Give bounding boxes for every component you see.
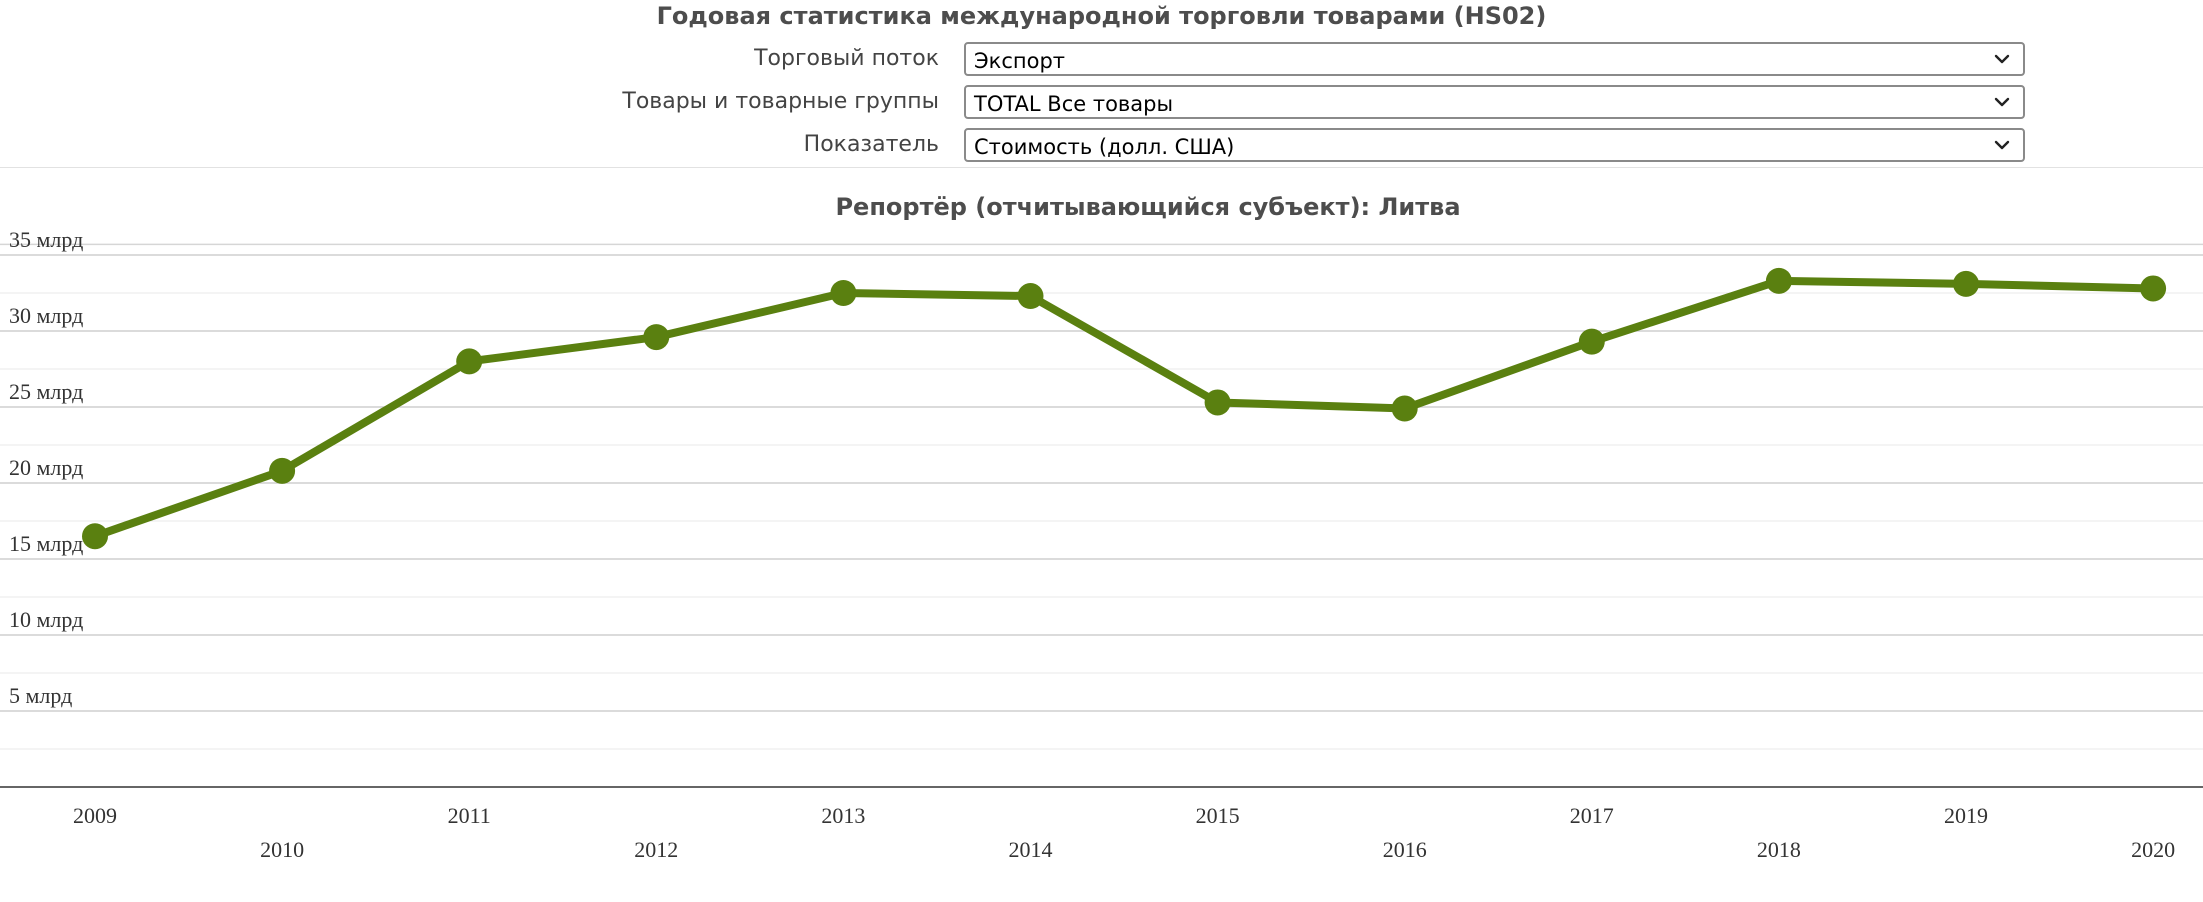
commodity-select[interactable]: TOTAL Все товары <box>964 85 2025 119</box>
page-title: Годовая статистика международной торговл… <box>656 2 1547 30</box>
chevron-down-icon <box>1994 140 2010 150</box>
data-point-2010[interactable] <box>269 457 296 484</box>
data-point-2011[interactable] <box>456 348 483 375</box>
x-tick-label: 2019 <box>1944 803 1988 828</box>
header-divider <box>0 167 2203 168</box>
x-axis-labels: 2009 2010 2011 2012 2013 2014 2015 2016 2017 2018… <box>73 803 2175 862</box>
series-line <box>91 276 2158 541</box>
data-point-2009[interactable] <box>82 523 108 550</box>
commodity-label: Товары и товарные группы <box>622 89 939 114</box>
chevron-down-icon <box>1994 54 2010 64</box>
indicator-value: Стоимость (долл. США) <box>974 135 1235 159</box>
filter-commodity: Товары и товарные группы TOTAL Все товар… <box>0 85 2203 123</box>
y-axis-labels: 5 млрд 10 млрд 15 млрд 20 млрд 25 млрд 30 млр… <box>9 227 83 708</box>
filter-trade-flow: Торговый поток Экспорт <box>0 42 2203 80</box>
x-tick-label: 2020 <box>2131 837 2175 862</box>
x-tick-label: 2013 <box>821 803 865 828</box>
grid-lines <box>0 243 2203 788</box>
y-tick-label: 25 млрд <box>9 379 83 404</box>
x-tick-label: 2009 <box>73 803 117 828</box>
data-point-2013[interactable] <box>830 280 857 306</box>
y-tick-label: 20 млрд <box>9 455 83 480</box>
indicator-label: Показатель <box>803 132 939 157</box>
y-tick-label: 5 млрд <box>9 683 72 708</box>
x-tick-label: 2017 <box>1570 803 1614 828</box>
chart-title: Репортёр (отчитывающийся субъект): Литва <box>835 193 1460 221</box>
data-point-2015[interactable] <box>1204 389 1231 416</box>
filter-indicator: Показатель Стоимость (долл. США) <box>0 128 2203 166</box>
chevron-down-icon <box>1994 97 2010 107</box>
data-point-2012[interactable] <box>643 324 670 351</box>
x-tick-label: 2012 <box>634 837 678 862</box>
data-point-2017[interactable] <box>1578 328 1605 355</box>
x-tick-label: 2014 <box>1009 837 1053 862</box>
trade-flow-select[interactable]: Экспорт <box>964 42 2025 76</box>
y-tick-label: 10 млрд <box>9 607 83 632</box>
x-tick-label: 2018 <box>1757 837 1801 862</box>
trade-line-chart: Репортёр (отчитывающийся субъект): Литва… <box>0 193 2203 862</box>
data-point-2016[interactable] <box>1391 395 1418 422</box>
data-point-2020[interactable] <box>2140 275 2167 302</box>
y-tick-label: 15 млрд <box>9 531 83 556</box>
series-layer <box>82 267 2167 550</box>
commodity-value: TOTAL Все товары <box>974 92 1174 116</box>
data-point-2019[interactable] <box>1953 270 1979 297</box>
x-tick-label: 2011 <box>448 803 491 828</box>
y-tick-label: 30 млрд <box>9 303 83 328</box>
data-point-2014[interactable] <box>1017 283 1044 310</box>
x-tick-label: 2016 <box>1383 837 1427 862</box>
x-tick-label: 2010 <box>260 837 304 862</box>
data-point-2018[interactable] <box>1765 267 1792 294</box>
indicator-select[interactable]: Стоимость (долл. США) <box>964 128 2025 162</box>
trade-flow-value: Экспорт <box>974 49 1066 73</box>
x-tick-label: 2015 <box>1196 803 1240 828</box>
trade-flow-label: Торговый поток <box>754 46 939 71</box>
y-tick-label: 35 млрд <box>9 227 83 252</box>
